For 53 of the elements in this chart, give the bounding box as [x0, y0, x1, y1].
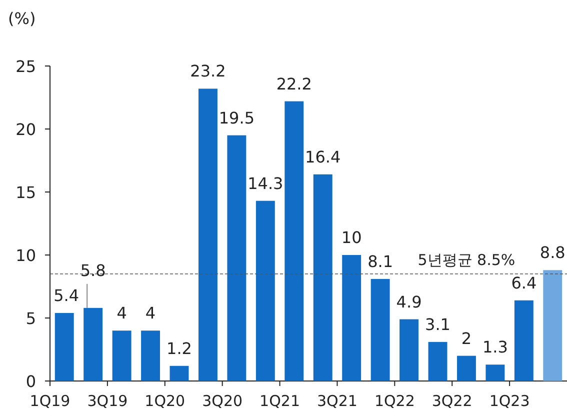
- bar: [514, 300, 534, 381]
- ref-line-label: 5년평균 8.5%: [418, 250, 516, 269]
- data-label: 1.2: [166, 338, 192, 358]
- bar: [170, 366, 189, 381]
- x-tick-label: 3Q21: [317, 392, 358, 410]
- y-tick-label: 25: [16, 57, 36, 76]
- data-label: 22.2: [276, 74, 312, 94]
- data-label: 2: [461, 328, 472, 348]
- bar: [543, 270, 562, 381]
- data-label: 3.1: [425, 314, 450, 334]
- bar: [227, 135, 246, 381]
- y-tick-label: 0: [26, 372, 36, 391]
- y-tick-label: 15: [16, 183, 36, 202]
- data-label: 8.1: [368, 252, 394, 271]
- x-tick-label: 3Q22: [432, 392, 472, 410]
- bar: [342, 255, 362, 381]
- bar: [198, 88, 218, 381]
- x-tick-label: 3Q20: [202, 392, 243, 410]
- bar: [141, 330, 160, 381]
- data-label: 4: [116, 304, 127, 323]
- x-tick-label: 1Q19: [30, 392, 70, 410]
- data-label: 16.4: [305, 147, 341, 166]
- bar: [54, 312, 74, 381]
- data-label: 4: [145, 304, 156, 323]
- y-axis-title: (%): [8, 9, 36, 28]
- y-tick-label: 10: [16, 246, 36, 265]
- bar: [400, 319, 419, 381]
- x-tick-label: 1Q23: [489, 392, 530, 410]
- bar: [486, 364, 505, 381]
- y-tick-label: 20: [16, 120, 36, 139]
- bar: [370, 278, 390, 381]
- data-label: 10: [341, 228, 362, 247]
- bar: [84, 308, 103, 381]
- bar: [456, 356, 476, 381]
- data-label: 14.3: [248, 174, 284, 193]
- x-tick-label: 3Q19: [87, 392, 128, 410]
- x-tick-label: 1Q20: [144, 392, 186, 410]
- data-label: 4.9: [396, 292, 422, 312]
- data-label: 23.2: [190, 62, 226, 81]
- bar: [284, 101, 304, 381]
- bar: [256, 200, 275, 381]
- x-tick-label: 1Q22: [374, 392, 415, 410]
- data-label: 6.4: [511, 273, 537, 292]
- data-label: 1.3: [482, 338, 508, 357]
- x-tick-label: 1Q21: [260, 392, 300, 410]
- data-label: 19.5: [218, 108, 255, 128]
- bar: [428, 342, 448, 381]
- bar: [112, 330, 132, 381]
- bar: [313, 174, 332, 381]
- y-tick-label: 5: [26, 309, 36, 328]
- data-label: 5.4: [54, 286, 80, 305]
- data-label: 5.8: [80, 260, 106, 280]
- data-label: 8.8: [540, 243, 566, 262]
